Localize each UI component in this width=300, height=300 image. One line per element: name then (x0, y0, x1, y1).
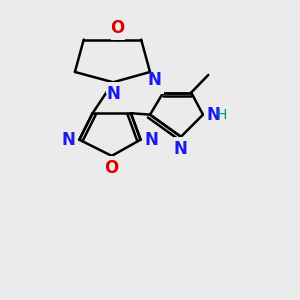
Text: N: N (61, 131, 75, 149)
Text: O: O (105, 159, 119, 177)
Text: H: H (217, 108, 227, 122)
Text: N: N (206, 106, 220, 124)
FancyBboxPatch shape (105, 156, 119, 167)
Text: O: O (110, 19, 125, 37)
FancyBboxPatch shape (174, 137, 188, 148)
FancyBboxPatch shape (106, 82, 120, 94)
Text: N: N (174, 140, 188, 158)
FancyBboxPatch shape (205, 109, 225, 120)
FancyBboxPatch shape (110, 28, 125, 40)
FancyBboxPatch shape (63, 134, 78, 145)
Text: N: N (147, 71, 161, 89)
FancyBboxPatch shape (150, 82, 164, 94)
Text: N: N (106, 85, 120, 103)
FancyBboxPatch shape (142, 134, 157, 145)
Text: N: N (145, 131, 159, 149)
